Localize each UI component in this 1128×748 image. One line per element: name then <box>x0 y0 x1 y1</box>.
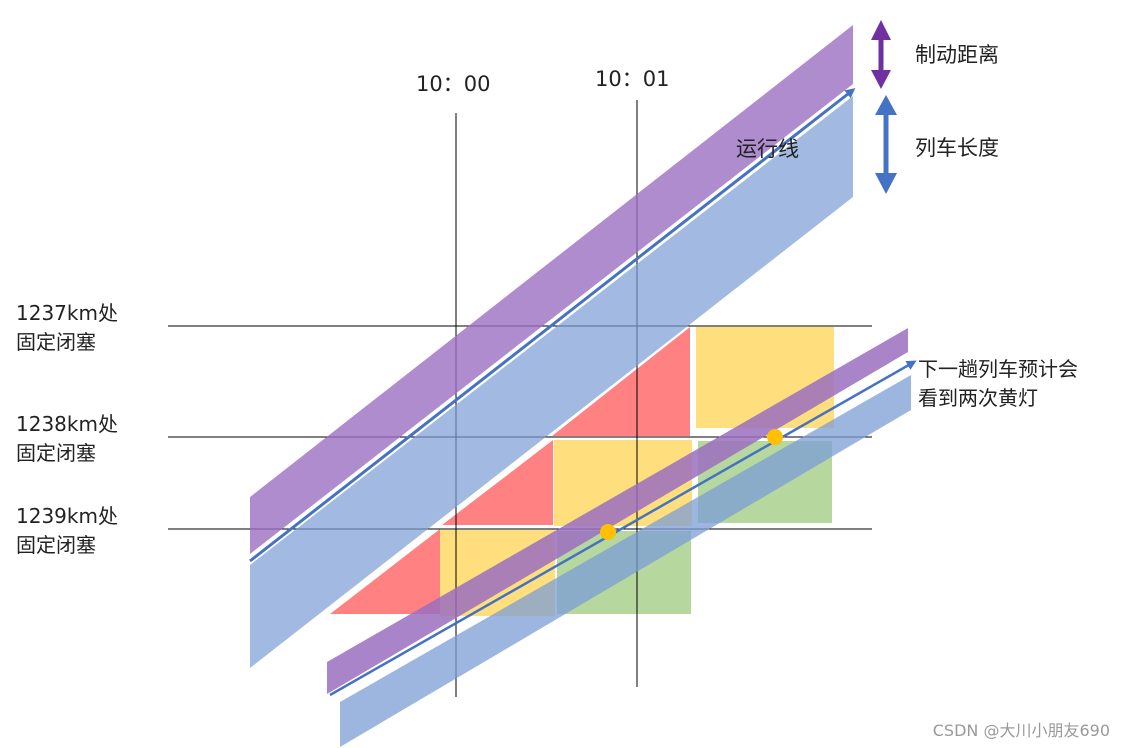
block-label-1239-line2: 固定闭塞 <box>16 533 96 557</box>
watermark: CSDN @大川小朋友690 <box>933 721 1110 740</box>
following-train-band <box>340 375 911 747</box>
following-braking-band <box>327 328 908 694</box>
time-label-1000: 10：00 <box>416 72 490 96</box>
train-length-label: 列车长度 <box>915 136 999 160</box>
leading-train <box>249 25 856 668</box>
following-train <box>327 328 917 747</box>
leading-run-line <box>249 88 856 563</box>
run-line-label: 运行线 <box>736 137 799 161</box>
time-label-1001: 10：01 <box>595 67 669 91</box>
red-zone-middle <box>442 440 553 525</box>
leading-train-band <box>250 96 853 668</box>
red-zone-upper <box>552 327 690 436</box>
yellow-signal-dot-lower <box>600 524 616 540</box>
block-label-1237-line1: 1237km处 <box>16 301 118 325</box>
yellow-signal-dot-upper <box>767 429 783 445</box>
block-label-1239-line1: 1239km处 <box>16 504 118 528</box>
block-label-1238-line2: 固定闭塞 <box>16 441 96 465</box>
block-label-1238-line1: 1238km处 <box>16 412 118 436</box>
next-train-note-line2: 看到两次黄灯 <box>918 386 1038 410</box>
following-run-line <box>329 360 917 697</box>
braking-distance-label: 制动距离 <box>915 43 999 67</box>
train-length-arrow-icon <box>875 95 897 194</box>
red-zone-lower <box>330 529 440 614</box>
block-label-1237-line2: 固定闭塞 <box>16 330 96 354</box>
leading-braking-band <box>250 25 853 554</box>
next-train-note-line1: 下一趟列车预计会 <box>918 357 1078 381</box>
braking-distance-arrow-icon <box>871 20 891 89</box>
